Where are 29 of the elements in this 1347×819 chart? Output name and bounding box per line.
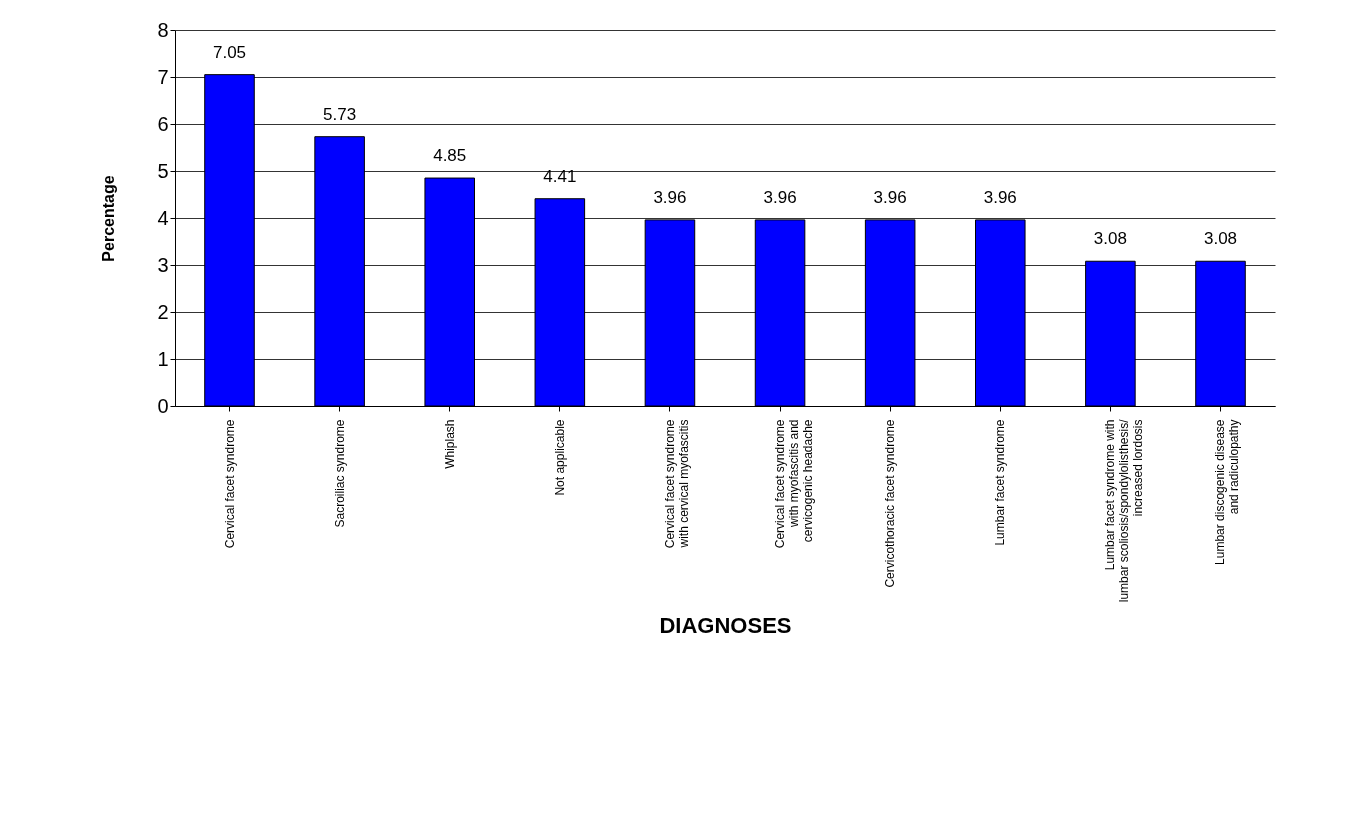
data-label: 3.96 xyxy=(873,187,907,207)
data-label: 5.73 xyxy=(323,104,357,124)
data-label: 3.08 xyxy=(1093,229,1127,249)
x-tick-label: Cervicothoracic facet syndrome xyxy=(883,419,898,588)
y-tick-label: 6 xyxy=(157,112,169,135)
data-label: 3.96 xyxy=(763,187,797,207)
x-tick-label: Not applicable xyxy=(552,419,567,496)
x-tick-label: Lumbar facet syndrome xyxy=(993,419,1008,546)
data-label: 3.08 xyxy=(1203,229,1238,249)
x-tick-label: Lumbar facet syndrome with lumbar scoliosis/spondylolisthesis/ increased lordosis xyxy=(1103,418,1146,603)
y-tick-label: 2 xyxy=(157,300,169,323)
y-tick-label: 8 xyxy=(157,18,169,41)
x-tick-label: Sacroiliac syndrome xyxy=(332,419,347,528)
data-label: 3.96 xyxy=(653,187,687,207)
y-tick-label: 5 xyxy=(157,159,169,182)
data-label: 3.96 xyxy=(983,187,1017,207)
y-tick-label: 1 xyxy=(157,347,169,370)
y-tick-label: 7 xyxy=(157,65,169,88)
y-tick-label: 3 xyxy=(157,253,169,276)
x-tick-label: Cervical facet syndrome with cervical myofascitis xyxy=(662,419,691,549)
data-label: 4.85 xyxy=(433,146,467,166)
x-tick-label: Cervical facet syndrome xyxy=(222,419,237,549)
data-label: 7.05 xyxy=(212,42,247,62)
x-tick-label: Whiplash xyxy=(442,419,457,469)
x-axis-title: DIAGNOSES xyxy=(659,613,792,639)
y-tick-label: 0 xyxy=(157,394,169,417)
data-label: 4.41 xyxy=(543,166,577,186)
y-axis-title: Percentage xyxy=(100,175,118,262)
y-tick-label: 4 xyxy=(157,206,169,229)
